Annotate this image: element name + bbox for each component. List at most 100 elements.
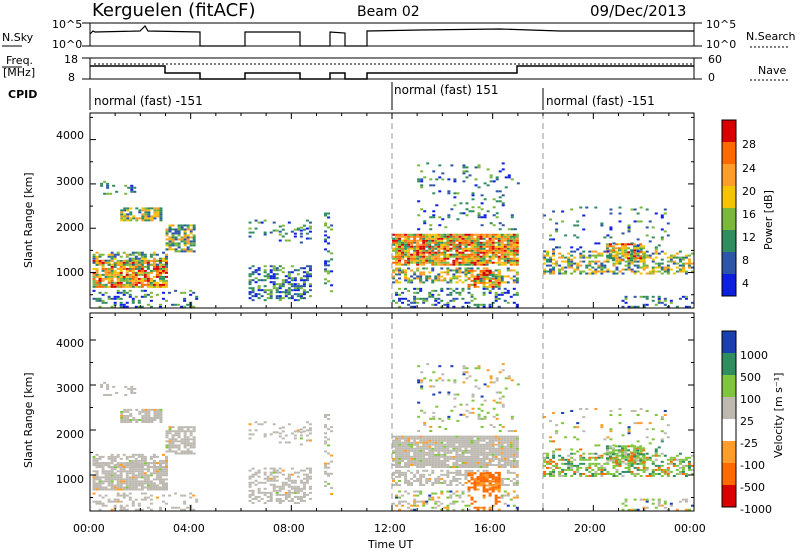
- velocity-cell: [588, 456, 592, 459]
- velocity-cell: [149, 508, 153, 511]
- power-cell: [327, 270, 331, 273]
- velocity-cell: [275, 469, 279, 472]
- velocity-cell: [627, 466, 631, 469]
- power-cell: [681, 266, 685, 269]
- power-cell: [186, 240, 190, 243]
- velocity-cell: [410, 457, 414, 460]
- power-cell: [488, 291, 492, 294]
- power-cell: [287, 277, 291, 280]
- power-cell: [467, 277, 471, 280]
- power-cell: [155, 283, 159, 286]
- velocity-cell: [461, 508, 465, 511]
- velocity-cell: [263, 481, 267, 484]
- velocity-cell: [171, 426, 175, 429]
- power-cell: [116, 261, 120, 264]
- velocity-cell: [425, 457, 429, 460]
- power-cell: [180, 248, 184, 251]
- power-cell: [156, 211, 160, 214]
- velocity-cell: [398, 441, 402, 444]
- velocity-cell: [413, 479, 417, 482]
- power-cell: [131, 253, 135, 256]
- power-cell: [464, 247, 468, 250]
- power-cell: [503, 291, 507, 294]
- power-cell: [308, 273, 312, 276]
- power-cell: [401, 233, 405, 236]
- power-cell: [180, 250, 184, 253]
- velocity-cell: [609, 452, 613, 455]
- velocity-cell: [106, 394, 110, 396]
- velocity-cell: [465, 367, 469, 370]
- velocity-cell: [257, 475, 261, 478]
- velocity-cell: [500, 437, 504, 440]
- power-cell: [438, 216, 442, 219]
- power-cell: [549, 270, 553, 273]
- velocity-cell: [183, 450, 187, 453]
- power-cell: [678, 256, 682, 259]
- power-cell: [420, 180, 424, 183]
- power-cell: [506, 255, 510, 258]
- velocity-cell: [278, 471, 282, 474]
- velocity-cell: [308, 491, 312, 494]
- power-cell: [401, 269, 405, 272]
- power-cell: [431, 249, 435, 252]
- power-cell: [660, 250, 664, 253]
- power-cell: [275, 269, 279, 272]
- power-cell: [477, 216, 481, 219]
- power-cell: [645, 264, 649, 267]
- velocity-cell: [462, 381, 466, 384]
- power-cell: [152, 257, 156, 260]
- power-cell: [482, 303, 486, 306]
- power-cell: [120, 215, 124, 218]
- velocity-cell: [440, 443, 444, 446]
- velocity-cell: [275, 489, 279, 492]
- velocity-cell: [512, 466, 516, 468]
- velocity-cell: [110, 478, 114, 481]
- velocity-cell: [440, 490, 444, 493]
- power-cell: [621, 247, 625, 250]
- power-cell: [168, 291, 172, 294]
- power-cell: [404, 297, 408, 300]
- power-cell: [588, 264, 592, 267]
- power-cell: [177, 303, 181, 306]
- power-cell: [491, 257, 495, 260]
- velocity-cell: [476, 455, 480, 458]
- power-cell: [419, 251, 423, 254]
- velocity-cell: [458, 455, 462, 458]
- velocity-cell: [404, 445, 408, 448]
- velocity-cell: [458, 473, 462, 476]
- power-cell: [254, 227, 258, 230]
- power-cell: [395, 235, 399, 238]
- velocity-cell: [428, 457, 432, 460]
- power-cell: [479, 259, 483, 262]
- velocity-cell: [101, 455, 105, 458]
- power-cell: [552, 248, 556, 251]
- velocity-cell: [401, 435, 405, 438]
- velocity-cell: [152, 453, 156, 456]
- power-cell: [401, 239, 405, 242]
- velocity-cell: [434, 455, 438, 458]
- power-cell: [509, 253, 513, 256]
- velocity-cell: [621, 449, 625, 452]
- power-cell: [147, 211, 151, 214]
- power-cell: [150, 215, 154, 218]
- velocity-cell: [98, 500, 102, 503]
- velocity-cell: [497, 463, 501, 466]
- power-cell: [663, 303, 667, 306]
- velocity-cell: [477, 413, 481, 416]
- power-cell: [497, 271, 501, 274]
- velocity-cell: [143, 462, 147, 465]
- velocity-cell: [395, 447, 399, 450]
- velocity-cell: [512, 481, 516, 484]
- velocity-cell: [462, 413, 466, 416]
- power-cell: [149, 281, 153, 284]
- power-cell: [140, 295, 144, 298]
- power-cell: [549, 268, 553, 271]
- power-cell: [488, 235, 492, 238]
- power-cell: [657, 295, 661, 298]
- power-cell: [296, 293, 300, 296]
- power-cell: [473, 261, 477, 264]
- velocity-cell: [155, 478, 159, 481]
- power-cell: [555, 228, 559, 231]
- velocity-cell: [437, 500, 441, 503]
- power-cell: [497, 247, 501, 250]
